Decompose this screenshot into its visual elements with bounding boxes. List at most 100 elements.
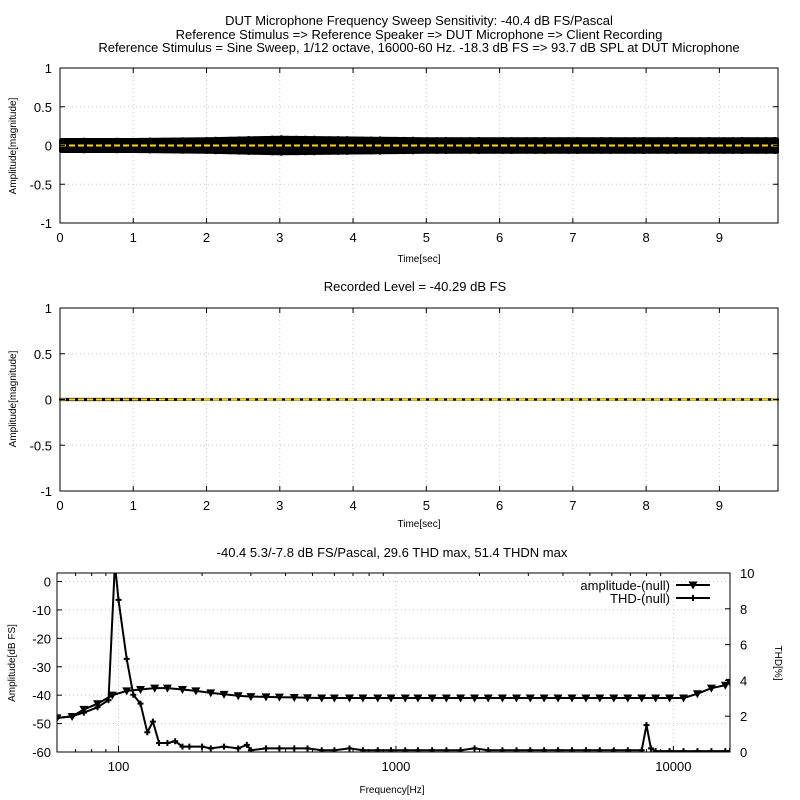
figure-title-line-2: Reference Stimulus => Reference Speaker … (176, 27, 663, 42)
amplitude-point (427, 694, 437, 703)
x-tick-label: 1000 (381, 759, 410, 774)
thd-point (624, 747, 631, 752)
legend-amplitude-marker (688, 581, 698, 590)
y2-tick-label: 0 (740, 745, 747, 760)
x-tick-label: 1 (130, 230, 137, 245)
x-tick-label: 6 (496, 230, 503, 245)
y-tick-label: 0 (45, 393, 52, 408)
amplitude-point (386, 694, 396, 703)
thd-point (414, 747, 421, 752)
x-tick-label: 0 (56, 498, 63, 513)
thd-point (144, 729, 151, 736)
y2-tick-label: 8 (740, 602, 747, 617)
thd-point (666, 748, 673, 752)
x-tick-label: 6 (496, 498, 503, 513)
y2-tick-label: 6 (740, 638, 747, 653)
thd-point (304, 745, 311, 752)
y-tick-label: -10 (32, 603, 51, 618)
amplitude-point (233, 692, 243, 701)
amplitude-point (553, 694, 563, 703)
amplitude-point (595, 694, 605, 703)
amplitude-point (317, 694, 327, 703)
y-tick-label: 0 (44, 575, 51, 590)
y2-tick-label: 4 (740, 673, 747, 688)
amplitude-point (136, 685, 146, 694)
y-tick-label: 1 (45, 301, 52, 316)
x-tick-label: 8 (643, 230, 650, 245)
y2-tick-label: 2 (740, 709, 747, 724)
thd-point (680, 748, 687, 752)
x-tick-label: 2 (203, 230, 210, 245)
panel-1-y-axis-label: Amplitude[magnitude] (8, 97, 19, 194)
thd-point (638, 747, 645, 752)
x-tick-label: 5 (423, 230, 430, 245)
panel-2-y-axis-label: Amplitude[magnitude] (8, 350, 19, 447)
panel-2-x-axis-label: Time[sec] (398, 519, 441, 530)
panel-1-x-axis-label: Time[sec] (398, 254, 441, 265)
panel-time-stimulus: 0 1 2 3 4 5 6 7 8 9 1 0.5 0 -0.5 -1 Time[sec] Amplitud… (8, 61, 779, 265)
amplitude-point (512, 694, 522, 703)
thd-point (513, 747, 520, 752)
amplitude-point (303, 694, 313, 703)
legend: amplitude-(null) THD-(null) (580, 578, 710, 606)
x-tick-label: 3 (276, 498, 283, 513)
thd-point (541, 747, 548, 752)
panel-time-recorded: Recorded Level = -40.29 dB FS 0 1 2 3 4 5 6 7 8 9… (8, 279, 779, 530)
amplitude-point (413, 694, 423, 703)
thd-point (582, 747, 589, 752)
amplitude-point (274, 693, 284, 702)
thd-point (221, 743, 228, 750)
amplitude-point (637, 694, 647, 703)
y2-tick-label: 10 (740, 566, 754, 581)
thd-point (115, 596, 122, 603)
y-tick-label: -1 (40, 484, 52, 499)
thd-point (172, 738, 179, 745)
amplitude-point (692, 690, 702, 699)
amplitude-point (665, 694, 675, 703)
x-tick-label: 4 (349, 498, 356, 513)
thd-point (708, 748, 715, 752)
y-tick-label: 0.5 (34, 100, 52, 115)
thd-point (318, 747, 325, 752)
thd-point (402, 747, 409, 752)
figure-title-line-1: DUT Microphone Frequency Sweep Sensitivi… (225, 13, 613, 28)
thd-point (156, 740, 163, 747)
x-tick-label: 7 (569, 230, 576, 245)
figure-title: DUT Microphone Frequency Sweep Sensitivi… (98, 13, 739, 55)
amplitude-point (191, 687, 201, 696)
y-tick-label: -1 (40, 216, 52, 231)
thd-point (457, 747, 464, 752)
thd-point (199, 743, 206, 750)
thd-point (186, 743, 193, 750)
amplitude-point (581, 694, 591, 703)
thd-point (291, 745, 298, 752)
thd-point (652, 748, 659, 752)
thd-point (105, 697, 112, 704)
thd-point (374, 747, 381, 752)
amplitude-point (219, 690, 229, 699)
thd-point (94, 704, 101, 711)
x-tick-label: 8 (643, 498, 650, 513)
thd-point (69, 713, 76, 720)
y-tick-label: -20 (32, 631, 51, 646)
amplitude-point (150, 684, 160, 693)
thd-point (499, 747, 506, 752)
y-tick-label: -0.5 (30, 177, 52, 192)
x-tick-label: 1 (130, 498, 137, 513)
amplitude-point (122, 687, 132, 696)
amplitude-point (246, 693, 256, 702)
amplitude-point (539, 694, 549, 703)
panel-3-x-axis-label: Frequency[Hz] (359, 785, 424, 796)
thd-point (137, 700, 144, 707)
thd-point (643, 722, 650, 729)
thd-point (235, 745, 242, 752)
amplitude-point (400, 694, 410, 703)
thd-point (130, 691, 137, 698)
amplitude-point (720, 681, 730, 690)
thd-point (555, 747, 562, 752)
y-tick-label: -40 (32, 688, 51, 703)
thd-point (149, 718, 156, 725)
thd-point (429, 747, 436, 752)
amplitude-point (373, 694, 383, 703)
